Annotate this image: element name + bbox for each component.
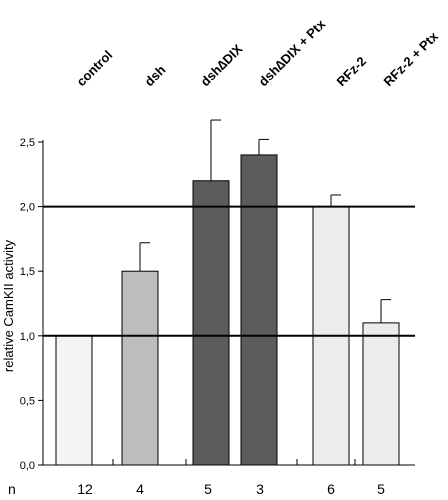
category-label: RFz-2: [334, 53, 370, 89]
category-label: dsh: [142, 62, 169, 89]
n-value: 6: [327, 481, 335, 497]
n-value: 12: [77, 481, 93, 497]
category-label: dsh∆DIX: [198, 41, 246, 89]
reference-lines: [43, 205, 415, 337]
error-bar: [330, 194, 341, 207]
y-tick-label: 2,5: [20, 137, 35, 149]
n-value: 5: [204, 481, 212, 497]
y-axis-title: relative CamKII activity: [1, 239, 16, 372]
y-tick-label: 1,5: [20, 266, 35, 278]
y-ticks: 0,0 0,5 1,0 1,5 2,0 2,5: [20, 137, 43, 472]
y-tick-label: 2,0: [20, 202, 35, 214]
error-bar: [210, 119, 221, 181]
category-label: control: [74, 47, 116, 89]
category-label: dsh∆DIX + Ptx: [256, 16, 329, 89]
bar: [362, 322, 400, 466]
bar: [55, 335, 93, 466]
bar: [240, 154, 278, 466]
error-bar: [380, 299, 391, 323]
n-value: 5: [377, 481, 385, 497]
axes: [42, 140, 415, 466]
error-bar: [139, 242, 150, 272]
y-tick-label: 0,0: [20, 460, 35, 472]
bar: [121, 270, 159, 466]
y-tick-label: 0,5: [20, 395, 35, 407]
x-ticks: [112, 459, 356, 465]
error-bar: [258, 138, 269, 155]
bar: [192, 180, 230, 466]
n-row: n 12 4 5 3 6 5: [8, 481, 385, 497]
n-label: n: [8, 481, 16, 497]
category-labels: control dsh dsh∆DIX dsh∆DIX + Ptx RFz-2 RFz-2…: [74, 16, 442, 89]
n-value: 3: [256, 481, 264, 497]
y-tick-label: 1,0: [20, 331, 35, 343]
bars: [55, 154, 400, 466]
n-value: 4: [136, 481, 144, 497]
category-label: RFz-2 + Ptx: [381, 28, 442, 89]
error-bars: [139, 119, 391, 323]
